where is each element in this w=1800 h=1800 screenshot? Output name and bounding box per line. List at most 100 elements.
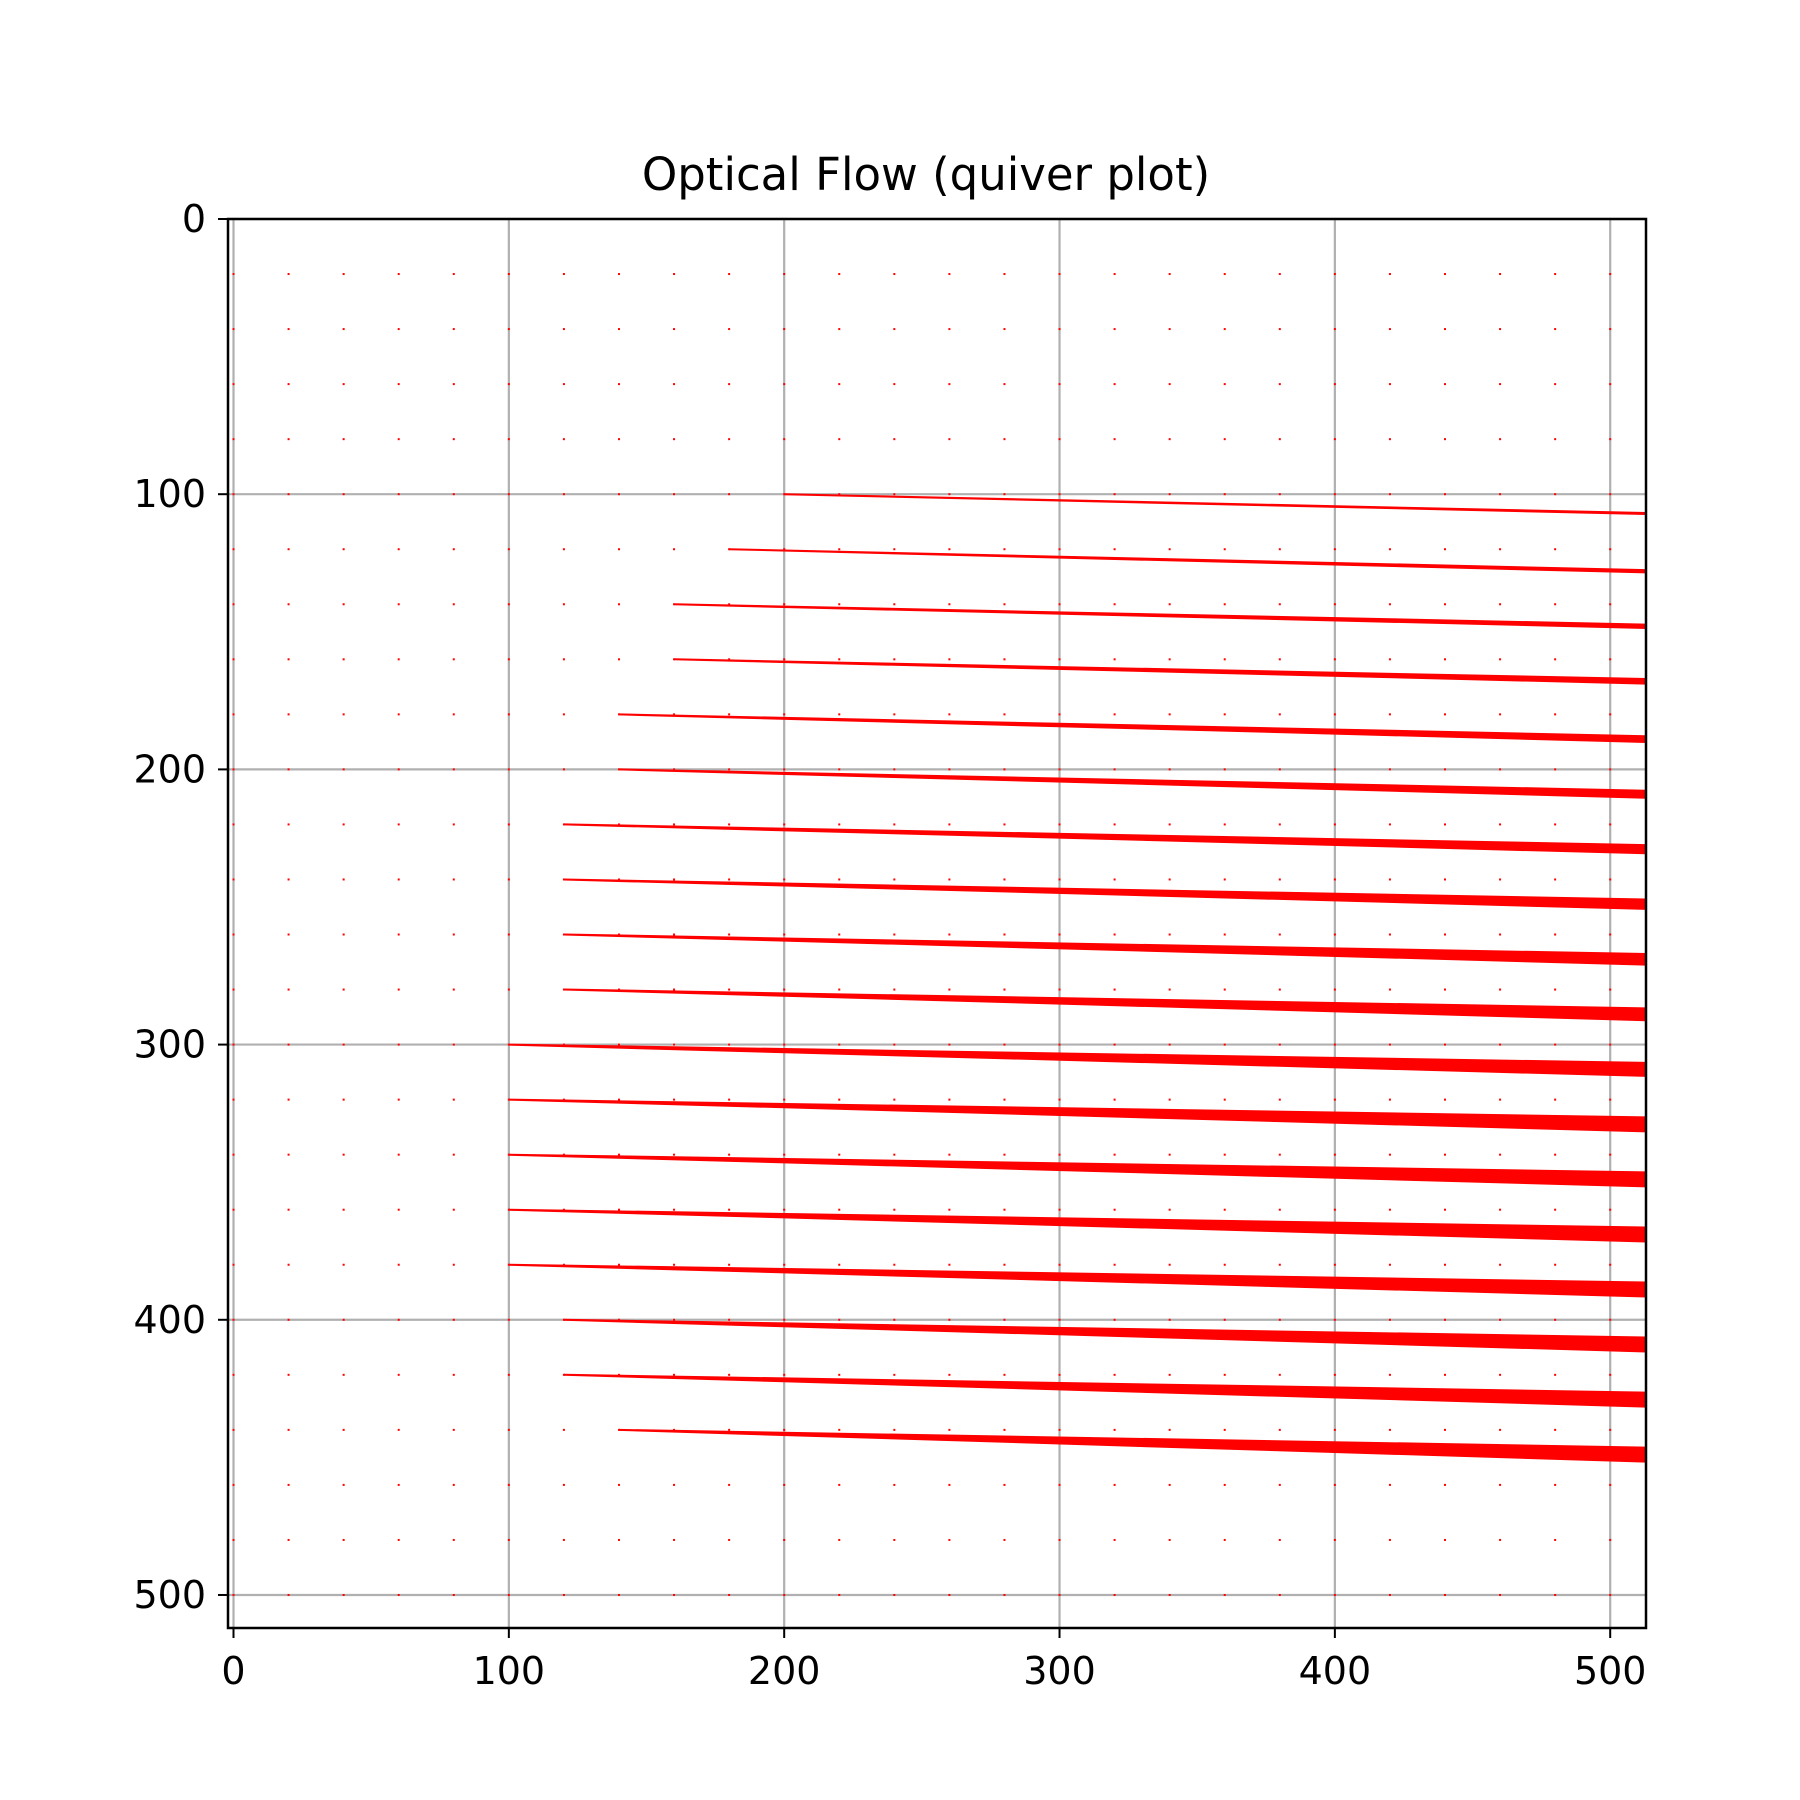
- flow-point: [1168, 1098, 1171, 1101]
- flow-point: [1278, 1263, 1281, 1266]
- flow-point: [1278, 713, 1281, 716]
- flow-point: [948, 658, 951, 661]
- flow-point: [1388, 658, 1391, 661]
- flow-point: [452, 383, 455, 386]
- flow-point: [673, 1593, 676, 1596]
- flow-point: [1444, 933, 1447, 936]
- flow-point: [728, 823, 731, 826]
- flow-point: [342, 658, 345, 661]
- flow-point: [1058, 823, 1061, 826]
- flow-point: [287, 878, 290, 881]
- flow-point: [1444, 1263, 1447, 1266]
- flow-point: [1278, 1153, 1281, 1156]
- flow-point: [287, 383, 290, 386]
- flow-point: [1333, 988, 1336, 991]
- flow-point: [452, 1153, 455, 1156]
- flow-point: [728, 1043, 731, 1046]
- flow-point: [287, 658, 290, 661]
- flow-point: [1333, 328, 1336, 331]
- flow-point: [948, 1483, 951, 1486]
- flow-point: [397, 713, 400, 716]
- flow-point: [452, 1208, 455, 1211]
- flow-point: [232, 1373, 235, 1376]
- flow-point: [1003, 658, 1006, 661]
- flow-point: [1113, 933, 1116, 936]
- flow-arrow: [729, 548, 1646, 574]
- flow-point: [1554, 713, 1557, 716]
- flow-point: [562, 1538, 565, 1541]
- flow-point: [397, 878, 400, 881]
- flow-point: [452, 823, 455, 826]
- flow-point: [1609, 658, 1612, 661]
- flow-point: [287, 768, 290, 771]
- flow-point: [1609, 1153, 1612, 1156]
- flow-point: [1388, 1043, 1391, 1046]
- flow-point: [1003, 933, 1006, 936]
- flow-point: [507, 438, 510, 441]
- flow-point: [287, 1538, 290, 1541]
- flow-point: [1444, 603, 1447, 606]
- flow-point: [1113, 1483, 1116, 1486]
- flow-point: [838, 1098, 841, 1101]
- flow-point: [287, 493, 290, 496]
- flow-point: [673, 1208, 676, 1211]
- flow-point: [893, 603, 896, 606]
- flow-point: [1278, 1318, 1281, 1321]
- flow-point: [1003, 1318, 1006, 1321]
- flow-point: [507, 658, 510, 661]
- flow-point: [1278, 493, 1281, 496]
- flow-point: [1554, 383, 1557, 386]
- flow-point: [1388, 1263, 1391, 1266]
- flow-point: [232, 603, 235, 606]
- flow-point: [893, 988, 896, 991]
- flow-point: [893, 493, 896, 496]
- flow-point: [893, 548, 896, 551]
- flow-point: [1554, 823, 1557, 826]
- flow-point: [1278, 273, 1281, 276]
- flow-point: [1499, 1153, 1502, 1156]
- flow-point: [673, 603, 676, 606]
- flow-point: [893, 933, 896, 936]
- flow-point: [783, 1153, 786, 1156]
- flow-point: [783, 1483, 786, 1486]
- flow-point: [1168, 1538, 1171, 1541]
- flow-point: [1388, 1208, 1391, 1211]
- flow-point: [893, 1043, 896, 1046]
- flow-point: [342, 933, 345, 936]
- flow-point: [948, 493, 951, 496]
- flow-point: [893, 273, 896, 276]
- flow-point: [1113, 438, 1116, 441]
- flow-point: [1113, 1043, 1116, 1046]
- flow-point: [562, 493, 565, 496]
- flow-point: [1609, 273, 1612, 276]
- flow-point: [1609, 383, 1612, 386]
- flow-point: [673, 493, 676, 496]
- flow-point: [1609, 1263, 1612, 1266]
- flow-point: [948, 1428, 951, 1431]
- flow-point: [1554, 548, 1557, 551]
- flow-point: [1444, 658, 1447, 661]
- flow-point: [1554, 1373, 1557, 1376]
- flow-arrow: [563, 988, 1646, 1022]
- flow-point: [1609, 1318, 1612, 1321]
- flow-point: [1499, 1263, 1502, 1266]
- flow-point: [1223, 383, 1226, 386]
- flow-point: [507, 1428, 510, 1431]
- flow-point: [1278, 548, 1281, 551]
- flow-point: [507, 823, 510, 826]
- flow-point: [1609, 1373, 1612, 1376]
- flow-point: [287, 1043, 290, 1046]
- flow-point: [1003, 383, 1006, 386]
- flow-point: [1444, 1373, 1447, 1376]
- flow-point: [948, 1153, 951, 1156]
- flow-point: [783, 878, 786, 881]
- flow-point: [783, 548, 786, 551]
- flow-point: [1388, 273, 1391, 276]
- flow-point: [1554, 273, 1557, 276]
- flow-point: [1058, 713, 1061, 716]
- flow-point: [562, 383, 565, 386]
- flow-point: [1499, 328, 1502, 331]
- flow-point: [783, 823, 786, 826]
- flow-point: [397, 1593, 400, 1596]
- flow-point: [1388, 768, 1391, 771]
